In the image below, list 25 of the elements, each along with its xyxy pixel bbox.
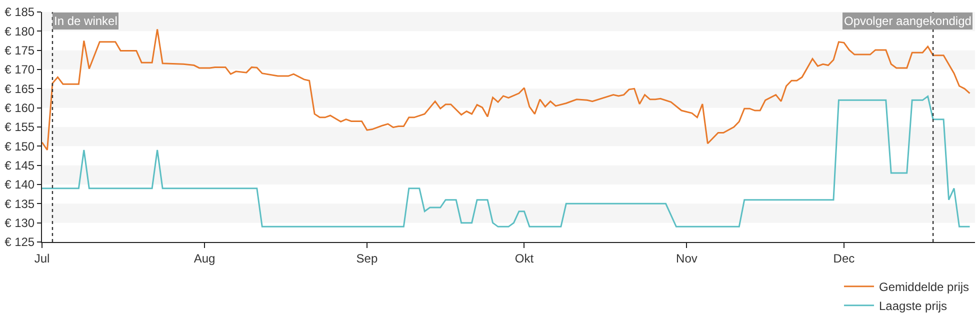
y-tick-label: € 175 [4, 44, 35, 58]
line-series [42, 28, 971, 151]
legend-label: Gemiddelde prijs [879, 280, 970, 294]
y-tick-label: € 145 [4, 158, 35, 173]
y-tick-label: € 170 [4, 62, 35, 77]
legend-label: Laagste prijs [879, 299, 948, 314]
x-tick-label: Dec [833, 251, 855, 266]
ref-line-label: Opvolger aangekondigd [844, 14, 972, 28]
y-tick-label: € 185 [4, 5, 35, 20]
x-tick-label: Aug [194, 251, 216, 266]
x-tick-label: Okt [514, 251, 534, 266]
y-tick-label: € 180 [4, 24, 35, 38]
ref-line-label: In de winkel [54, 14, 118, 28]
y-tick-label: € 130 [4, 216, 35, 230]
y-tick-label: € 165 [4, 82, 35, 96]
y-tick-label: € 155 [4, 120, 35, 134]
y-tick-label: € 135 [4, 196, 35, 211]
y-tick-label: € 140 [4, 178, 35, 192]
line-series [42, 96, 971, 228]
y-tick-label: € 160 [4, 101, 35, 116]
y-tick-label: € 150 [4, 139, 35, 154]
x-tick-label: Nov [676, 251, 698, 266]
x-tick-label: Sep [356, 251, 378, 266]
x-tick-label: Jul [34, 251, 50, 266]
y-tick-label: € 125 [4, 235, 35, 250]
